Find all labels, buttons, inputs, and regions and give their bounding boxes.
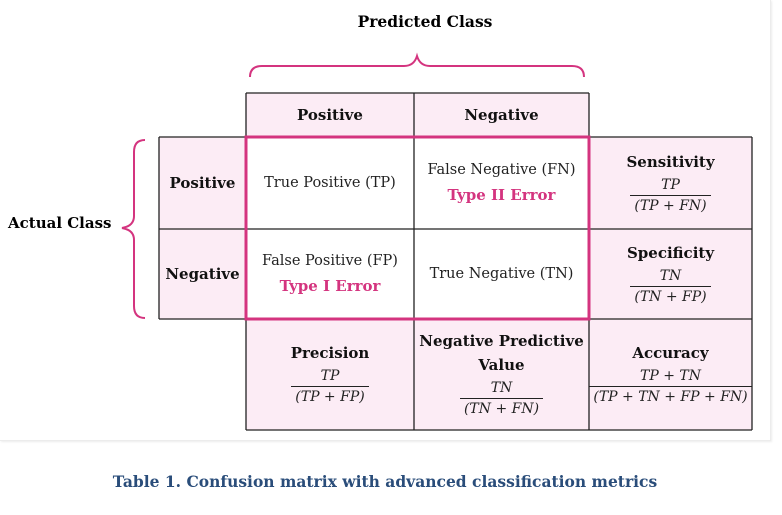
type-i-error-label: Type I Error (279, 277, 381, 295)
accuracy-label: Accuracy (632, 344, 709, 362)
true-negative-label: True Negative (TN) (429, 266, 574, 282)
false-positive-label: False Positive (FP) (262, 253, 398, 269)
predicted-class-title: Predicted Class (357, 12, 493, 31)
sensitivity-cell: Sensitivity TP (TP + FN) (589, 137, 752, 229)
specificity-cell: Specificity TN (TN + FP) (589, 229, 752, 319)
precision-cell: Precision TP (TP + FP) (246, 319, 414, 430)
cell-false-positive: False Positive (FP) Type I Error (246, 229, 414, 319)
row-header-negative-cell: Negative (159, 229, 246, 319)
row-header-positive: Positive (169, 174, 236, 192)
specificity-formula: TN (TN + FP) (630, 267, 711, 305)
header-negative-cell: Negative (414, 93, 589, 137)
figure-caption: Table 1. Confusion matrix with advanced … (112, 472, 658, 491)
precision-denominator: (TP + FP) (291, 386, 369, 405)
cell-true-positive: True Positive (TP) (246, 137, 414, 229)
npv-numerator: TN (490, 380, 513, 396)
accuracy-formula: TP + TN (TP + TN + FP + FN) (589, 368, 752, 405)
sensitivity-numerator: TP (661, 176, 680, 193)
cell-true-negative: True Negative (TN) (414, 229, 589, 319)
sensitivity-denominator: (TP + FN) (630, 194, 711, 214)
specificity-denominator: (TN + FP) (630, 285, 711, 305)
accuracy-numerator: TP + TN (640, 368, 701, 384)
type-ii-error-label: Type II Error (447, 186, 556, 204)
predicted-brace-icon (249, 52, 585, 78)
true-positive-label: True Positive (TP) (264, 175, 396, 191)
npv-formula: TN (TN + FN) (459, 380, 544, 417)
matrix-highlight-box (244, 135, 591, 321)
npv-label-line2: Value (478, 356, 525, 374)
npv-label-line1: Negative Predictive (419, 332, 584, 350)
column-header-positive: Positive (297, 106, 363, 124)
accuracy-cell: Accuracy TP + TN (TP + TN + FP + FN) (589, 319, 752, 430)
precision-formula: TP (TP + FP) (291, 368, 369, 405)
false-negative-label: False Negative (FN) (427, 162, 576, 178)
sensitivity-formula: TP (TP + FN) (630, 176, 711, 214)
specificity-label: Specificity (626, 243, 715, 262)
column-header-negative: Negative (464, 106, 539, 124)
accuracy-denominator: (TP + TN + FP + FN) (589, 386, 752, 405)
sensitivity-label: Sensitivity (626, 152, 715, 171)
precision-label: Precision (290, 344, 370, 362)
precision-numerator: TP (320, 368, 340, 384)
npv-denominator: (TN + FN) (459, 398, 544, 417)
actual-brace-icon (121, 139, 146, 319)
actual-class-title: Actual Class (8, 214, 112, 232)
cell-false-negative: False Negative (FN) Type II Error (414, 137, 589, 229)
header-positive-cell: Positive (246, 93, 414, 137)
specificity-numerator: TN (659, 267, 682, 284)
npv-cell: Negative Predictive Value TN (TN + FN) (414, 319, 589, 430)
row-header-negative: Negative (165, 265, 240, 283)
row-header-positive-cell: Positive (159, 137, 246, 229)
